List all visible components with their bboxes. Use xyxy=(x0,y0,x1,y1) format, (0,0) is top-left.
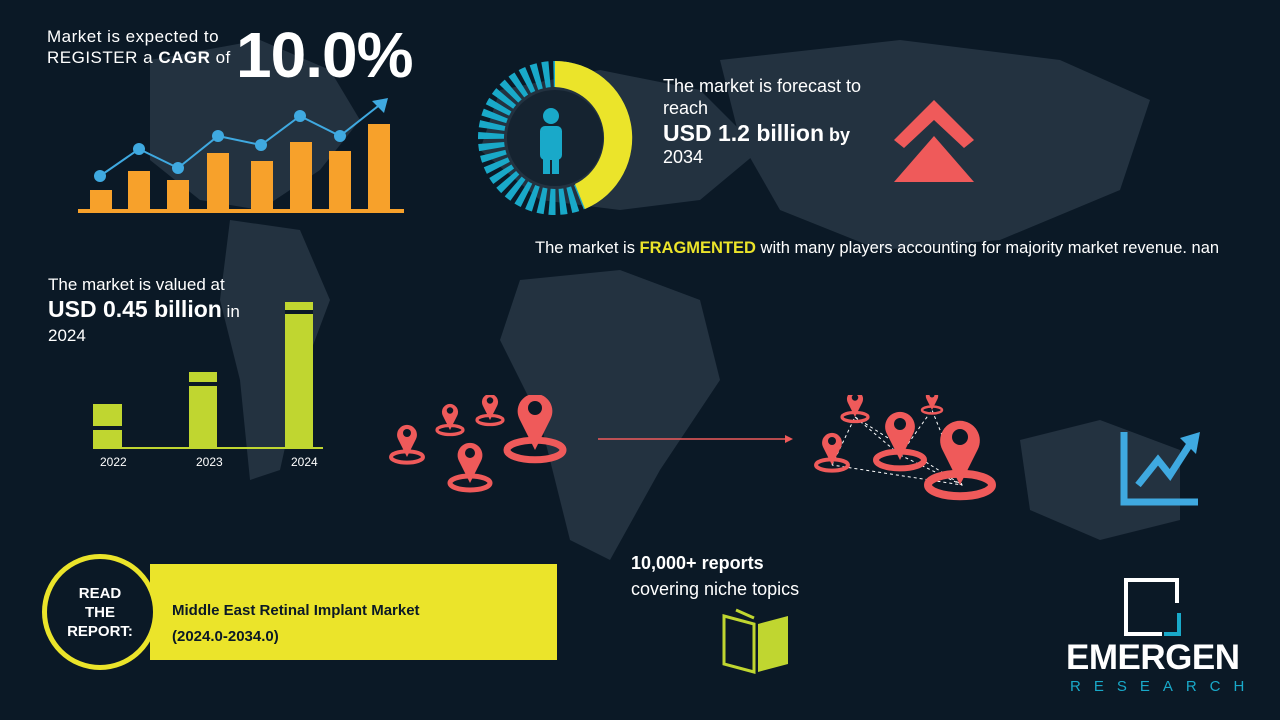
read-report-banner[interactable]: Middle East Retinal Implant Market (2024… xyxy=(150,564,557,660)
valued-in: in xyxy=(221,302,240,321)
cagr-post: of xyxy=(210,48,231,67)
market-size-bar-chart xyxy=(93,302,323,449)
logo-square-icon xyxy=(1124,578,1181,636)
valued-value: USD 0.45 billion xyxy=(48,296,222,322)
logo-sub: RESEARCH xyxy=(1070,678,1258,695)
valued-text: The market is valued at USD 0.45 billion… xyxy=(48,274,240,347)
valued-line1: The market is valued at xyxy=(48,275,225,294)
valued-year: 2024 xyxy=(48,326,86,345)
cagr-line1: Market is expected to xyxy=(47,27,220,46)
logo-name: EMERGEN xyxy=(1066,638,1240,677)
fragmented-pre: The market is xyxy=(535,239,640,257)
bar-2024 xyxy=(285,302,313,449)
trend-up-icon xyxy=(1120,432,1200,506)
forecast-by: by xyxy=(824,125,851,145)
read-label-3: REPORT: xyxy=(67,623,133,640)
cagr-pre: REGISTER a xyxy=(47,48,159,67)
cagr-bold: CAGR xyxy=(158,48,211,67)
read-label-1: READ xyxy=(78,585,122,602)
donut-person-icon xyxy=(478,60,633,215)
cagr-text: Market is expected to REGISTER a CAGR of xyxy=(47,26,231,68)
forecast-value: USD 1.2 billion xyxy=(663,120,825,146)
report-title-link[interactable]: Middle East Retinal Implant Market (2024… xyxy=(172,602,420,645)
tick-label-2022: 2022 xyxy=(100,455,127,469)
chart-baseline xyxy=(93,447,323,449)
fragmented-highlight: FRAGMENTED xyxy=(639,239,756,257)
forecast-line2: reach xyxy=(663,98,709,118)
forecast-text: The market is forecast to reach USD 1.2 … xyxy=(663,75,861,168)
cagr-value: 10.0% xyxy=(236,19,413,91)
reports-text: 10,000+ reports covering niche topics xyxy=(631,550,799,602)
reports-line1: 10,000+ reports xyxy=(631,553,764,573)
read-report-badge[interactable]: READ THE REPORT: xyxy=(42,554,158,670)
forecast-year: 2034 xyxy=(663,147,704,167)
cagr-line2: REGISTER a CAGR of xyxy=(47,47,231,68)
reports-line2: covering niche topics xyxy=(631,579,800,599)
fragmented-text: The market is FRAGMENTED with many playe… xyxy=(535,237,1235,259)
double-chevron-up-icon xyxy=(894,100,974,182)
open-book-icon xyxy=(722,608,788,674)
location-pins-icon xyxy=(385,395,1005,505)
forecast-line1: The market is forecast to xyxy=(663,76,862,96)
read-label-2: THE xyxy=(85,604,115,621)
growth-chart-icon xyxy=(78,98,404,213)
tick-label-2023: 2023 xyxy=(196,455,223,469)
tick-label-2024: 2024 xyxy=(291,455,318,469)
fragmented-post: with many players accounting for majorit… xyxy=(755,239,1220,257)
